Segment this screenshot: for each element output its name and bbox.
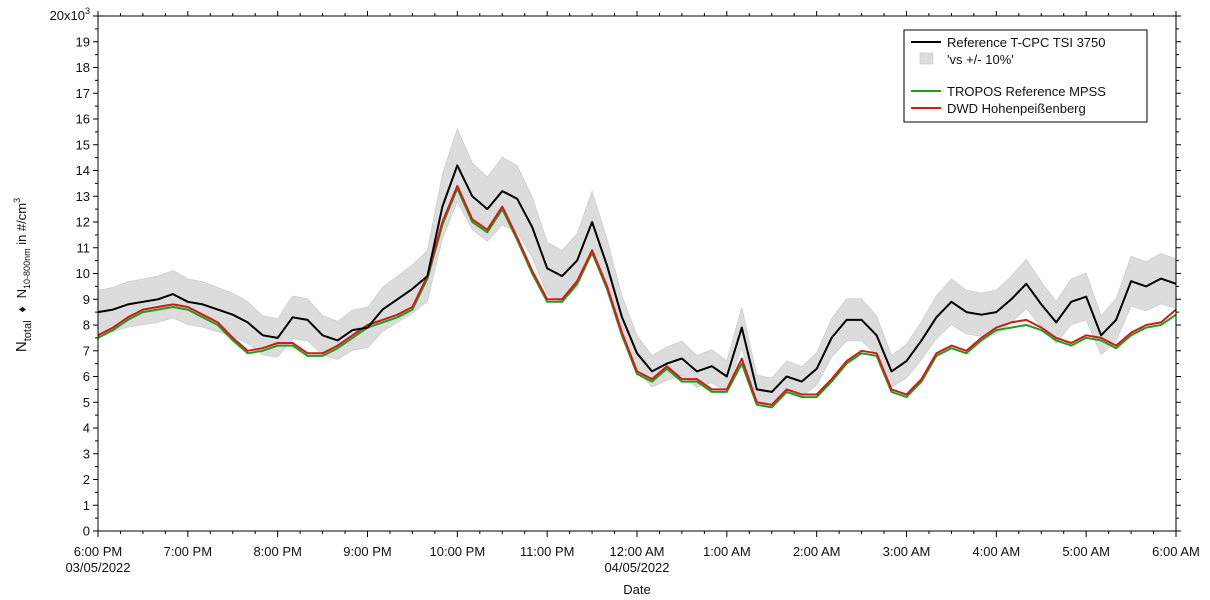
legend: Reference T-CPC TSI 3750 'vs +/- 10%' TR… [903,29,1148,123]
x-tick-label: 5:00 AM [1062,544,1110,559]
x-tick-label: 6:00 AM [1152,544,1200,559]
y-tick-label: 11 [77,240,91,255]
y-tick-label: 1 [83,498,90,513]
x-tick-label: 8:00 PM [253,544,301,559]
series-line-2 [97,184,1177,406]
x-tick-label: 7:00 PM [164,544,212,559]
y-tick-label: 18 [76,60,90,75]
series-line-1 [97,187,1177,409]
y-tick-label: 4 [83,421,90,436]
legend-box [903,29,1148,123]
x-axis-label: Date [623,582,650,597]
x-tick-label: 2:00 AM [793,544,841,559]
y-tick-label: 0 [83,524,90,539]
band-area [97,127,1177,407]
y-tick-label: 9 [83,292,90,307]
y-tick-label: 2 [83,472,90,487]
y-tick-label: 10 [76,266,90,281]
series-line-0 [97,164,1177,393]
y-tick-label: 19 [76,34,90,49]
y-tick-label: 14 [76,163,90,178]
y-tick-label: 7 [83,343,90,358]
legend-label-tropos: TROPOS Reference MPSS [947,84,1106,99]
x-tick-label: 11:00 PM [520,544,575,559]
x-tick-label: 10:00 PM [430,544,486,559]
band-layer [97,127,1177,407]
axes-layer [93,11,1181,537]
lines-layer [97,164,1177,409]
x-tick-label: 3:00 AM [883,544,931,559]
y-tick-label: 16 [76,112,90,127]
legend-label-band: 'vs +/- 10%' [947,52,1014,67]
x-tick-date-label: 04/05/2022 [604,560,669,575]
x-tick-label: 12:00 AM [610,544,665,559]
y-axis-top-label: 20x103 [50,6,90,23]
legend-swatch-band [919,52,934,65]
y-tick-label: 3 [83,446,90,461]
legend-label-reference: Reference T-CPC TSI 3750 [947,35,1106,50]
y-tick-label: 12 [76,215,90,230]
x-tick-label: 4:00 AM [972,544,1020,559]
x-tick-label: 1:00 AM [703,544,751,559]
y-tick-label: 5 [83,395,90,410]
y-axis-label: Ntotal♦N10-800nm in #/cm3 [12,198,34,352]
y-tick-label: 13 [76,189,90,204]
x-tick-label: 6:00 PM [74,544,122,559]
y-tick-label: 15 [76,137,90,152]
x-tick-date-label: 03/05/2022 [65,560,130,575]
y-tick-label: 8 [83,318,90,333]
y-tick-label: 17 [76,86,90,101]
x-tick-label: 9:00 PM [343,544,391,559]
y-tick-label: 6 [83,369,90,384]
legend-label-dwd: DWD Hohenpeißenberg [947,101,1086,116]
